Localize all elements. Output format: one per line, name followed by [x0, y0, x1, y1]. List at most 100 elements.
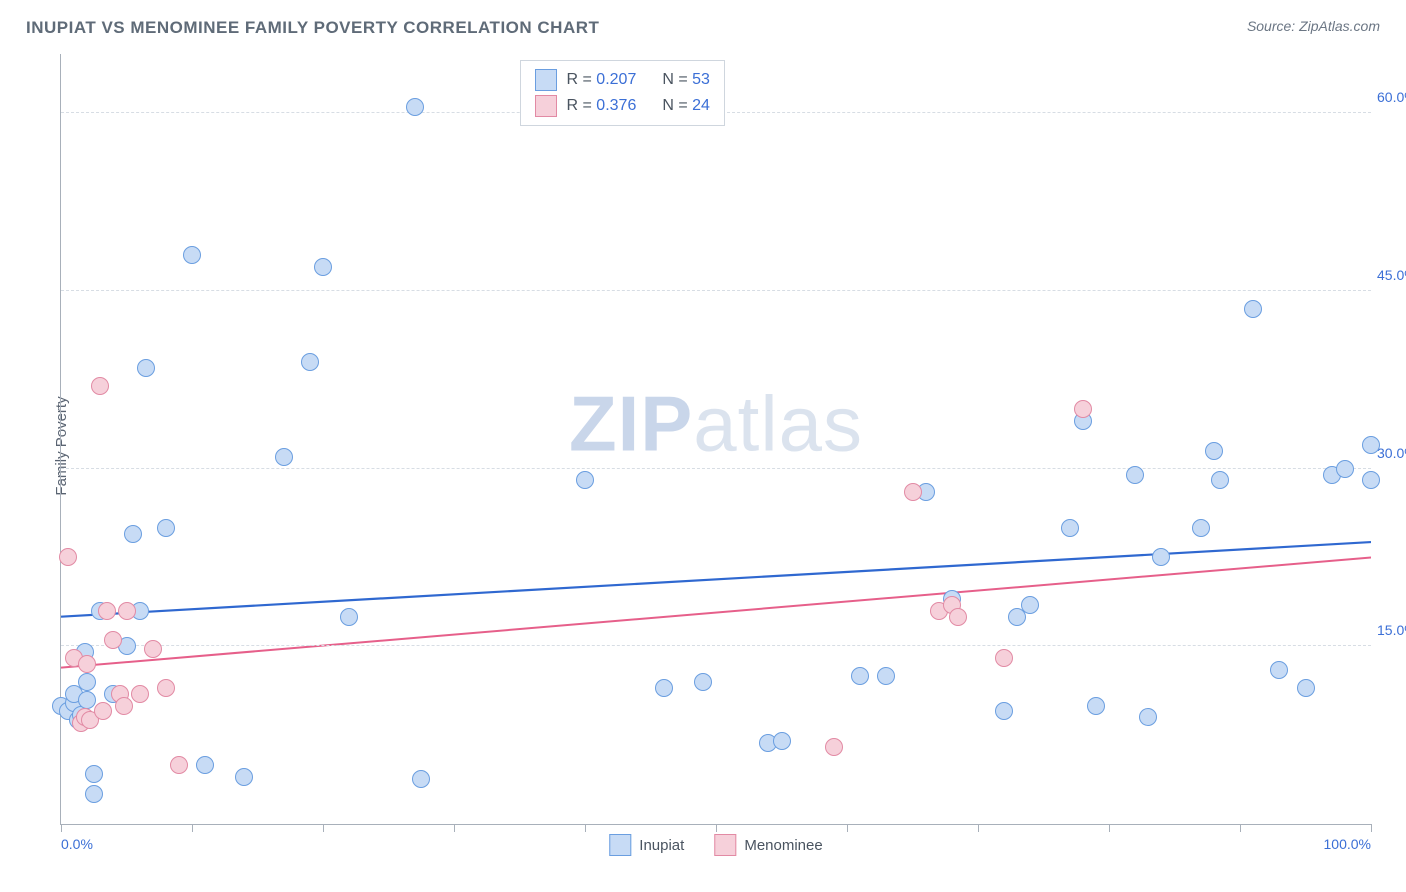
scatter-point [1211, 471, 1229, 489]
scatter-point [1139, 708, 1157, 726]
source-attribution: Source: ZipAtlas.com [1247, 18, 1380, 34]
scatter-point [314, 258, 332, 276]
correlation-legend: R = 0.207 N = 53 R = 0.376 N = 24 [520, 60, 725, 126]
scatter-point [1087, 697, 1105, 715]
gridline-h [61, 468, 1371, 469]
scatter-point [98, 602, 116, 620]
scatter-point [877, 667, 895, 685]
trend-line [61, 542, 1371, 617]
x-tick [847, 824, 848, 832]
watermark-rest: atlas [693, 379, 863, 467]
correlation-legend-row: R = 0.376 N = 24 [535, 93, 710, 119]
x-tick [1240, 824, 1241, 832]
scatter-point [196, 756, 214, 774]
x-tick [454, 824, 455, 832]
scatter-point [137, 359, 155, 377]
x-label-left: 0.0% [61, 836, 93, 852]
y-tick-label: 45.0% [1377, 267, 1406, 283]
scatter-point [1362, 471, 1380, 489]
scatter-point [157, 679, 175, 697]
scatter-point [85, 765, 103, 783]
scatter-point [124, 525, 142, 543]
scatter-point [576, 471, 594, 489]
gridline-h [61, 645, 1371, 646]
scatter-point [1362, 436, 1380, 454]
series-legend-label: Menominee [744, 837, 822, 854]
trend-line [61, 557, 1371, 667]
legend-n-label: N = 53 [662, 71, 710, 89]
scatter-point [1074, 400, 1092, 418]
correlation-legend-row: R = 0.207 N = 53 [535, 67, 710, 93]
scatter-plot-area: ZIPatlas 15.0%30.0%45.0%60.0%0.0%100.0%R… [60, 54, 1371, 825]
scatter-point [412, 770, 430, 788]
scatter-point [144, 640, 162, 658]
x-tick [61, 824, 62, 832]
scatter-point [235, 768, 253, 786]
legend-swatch [535, 69, 557, 91]
legend-r-label: R = 0.207 [567, 71, 637, 89]
scatter-point [694, 673, 712, 691]
scatter-point [118, 602, 136, 620]
scatter-point [85, 785, 103, 803]
series-legend-label: Inupiat [639, 837, 684, 854]
y-tick-label: 15.0% [1377, 622, 1406, 638]
x-tick [585, 824, 586, 832]
series-legend: Inupiat Menominee [609, 834, 822, 856]
scatter-point [1021, 596, 1039, 614]
scatter-point [59, 548, 77, 566]
series-legend-item: Menominee [714, 834, 822, 856]
x-tick [1371, 824, 1372, 832]
scatter-point [1244, 300, 1262, 318]
scatter-point [104, 631, 122, 649]
x-label-right: 100.0% [1324, 836, 1371, 852]
scatter-point [115, 697, 133, 715]
x-tick [716, 824, 717, 832]
scatter-point [78, 673, 96, 691]
scatter-point [1126, 466, 1144, 484]
scatter-point [78, 691, 96, 709]
x-tick [978, 824, 979, 832]
y-tick-label: 30.0% [1377, 445, 1406, 461]
legend-n-label: N = 24 [662, 97, 710, 115]
y-tick-label: 60.0% [1377, 89, 1406, 105]
watermark: ZIPatlas [569, 378, 863, 469]
scatter-point [301, 353, 319, 371]
scatter-point [773, 732, 791, 750]
scatter-point [995, 649, 1013, 667]
x-tick [192, 824, 193, 832]
legend-swatch [714, 834, 736, 856]
scatter-point [1152, 548, 1170, 566]
legend-r-label: R = 0.376 [567, 97, 637, 115]
scatter-point [340, 608, 358, 626]
scatter-point [1192, 519, 1210, 537]
scatter-point [995, 702, 1013, 720]
scatter-point [904, 483, 922, 501]
scatter-point [1336, 460, 1354, 478]
chart-title: INUPIAT VS MENOMINEE FAMILY POVERTY CORR… [26, 18, 599, 37]
scatter-point [131, 685, 149, 703]
scatter-point [183, 246, 201, 264]
scatter-point [949, 608, 967, 626]
scatter-point [78, 655, 96, 673]
scatter-point [275, 448, 293, 466]
scatter-point [406, 98, 424, 116]
scatter-point [825, 738, 843, 756]
legend-swatch [609, 834, 631, 856]
legend-swatch [535, 95, 557, 117]
series-legend-item: Inupiat [609, 834, 684, 856]
x-tick [1109, 824, 1110, 832]
scatter-point [1205, 442, 1223, 460]
scatter-point [1297, 679, 1315, 697]
gridline-h [61, 290, 1371, 291]
scatter-point [1270, 661, 1288, 679]
trend-lines-svg [61, 54, 1371, 824]
scatter-point [91, 377, 109, 395]
scatter-point [170, 756, 188, 774]
chart-header: INUPIAT VS MENOMINEE FAMILY POVERTY CORR… [26, 18, 1380, 48]
scatter-point [94, 702, 112, 720]
scatter-point [851, 667, 869, 685]
scatter-point [157, 519, 175, 537]
watermark-bold: ZIP [569, 379, 693, 467]
scatter-point [655, 679, 673, 697]
scatter-point [1061, 519, 1079, 537]
